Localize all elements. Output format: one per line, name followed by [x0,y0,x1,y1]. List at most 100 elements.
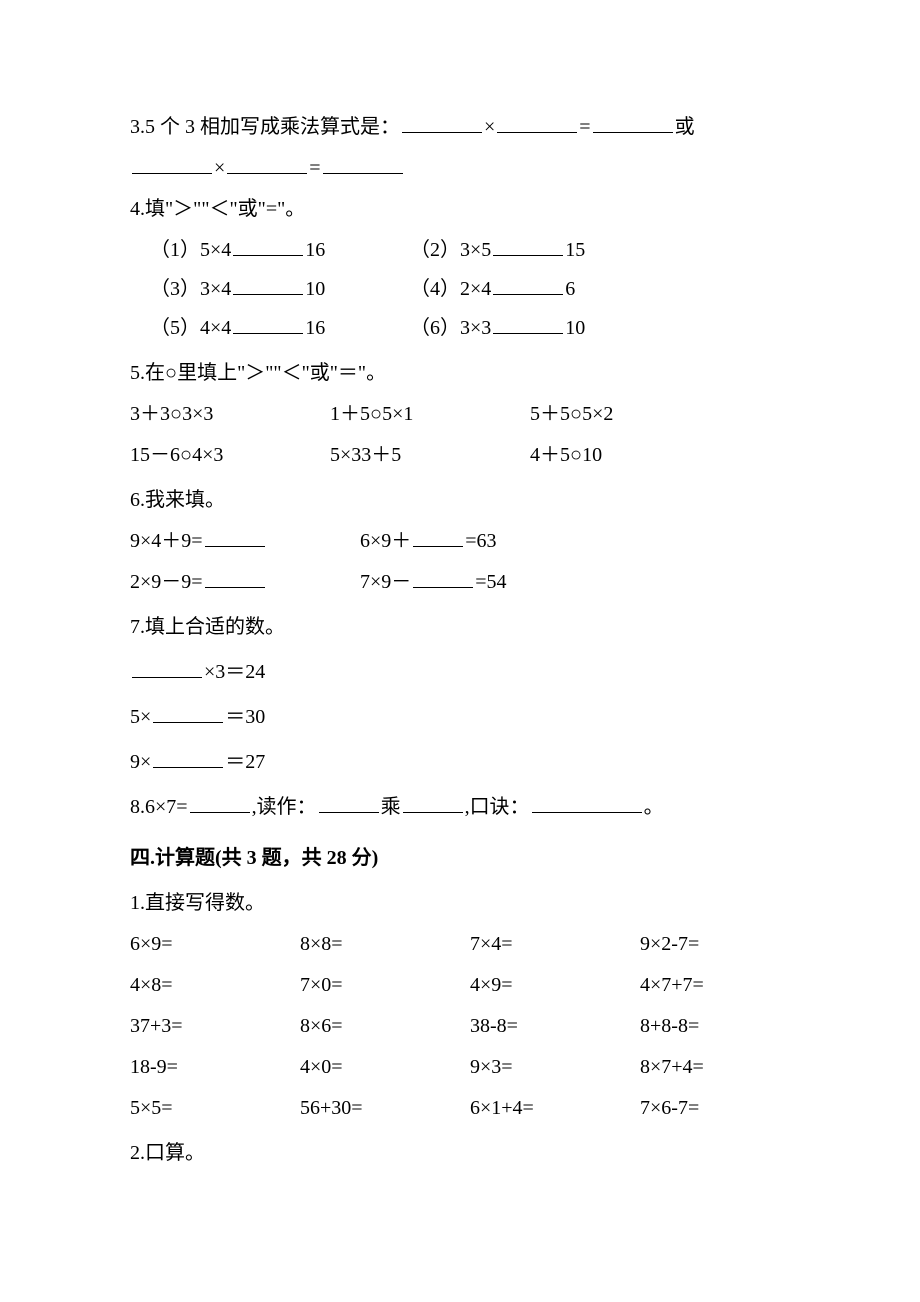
q6-tail: =54 [475,571,506,593]
calc-cell: 5×5= [130,1091,300,1126]
q4-row1: （1）5×4 16 （2）3×5 15 [130,233,790,268]
q4-title: 4.填"＞""＜"或"="。 [130,192,790,227]
calc-cell: 9×2-7= [640,927,810,962]
q4-item-cmp: 16 [305,317,325,339]
calc-cell: 6×9= [130,927,300,962]
q7-pre: 9× [130,751,151,773]
q3-line1: 3.5 个 3 相加写成乘法算式是： × = 或 [130,110,790,145]
blank [153,702,223,723]
q7-line-1: ×3＝24 [130,655,790,690]
q5-cell: 4＋5○10 [530,438,730,473]
q4-item-cmp: 10 [305,278,325,300]
q4-item-6: （6）3×3 10 [410,311,710,346]
q4-item-cmp: 10 [565,317,585,339]
calc-cell: 9×3= [470,1050,640,1085]
q5-title: 5.在○里填上"＞""＜"或"＝"。 [130,356,790,391]
q3-mid2: = [579,116,590,138]
q5-cell: 3＋3○3×3 [130,397,330,432]
s4-q1-title: 1.直接写得数。 [130,886,790,921]
q8-read-label: ,读作： [252,796,317,818]
q4-row2: （3）3×4 10 （4）2×46 [130,272,790,307]
q4-item-3: （3）3×4 10 [150,272,410,307]
blank [205,526,265,547]
blank [493,274,563,295]
q5-cell: 1＋5○5×1 [330,397,530,432]
calc-cell: 8×8= [300,927,470,962]
q6-cell-1a: 9×4＋9= [130,524,360,559]
blank [132,153,212,174]
q6-expr: 7×9－ [360,571,411,593]
calc-cell: 8×7+4= [640,1050,810,1085]
calc-cell: 4×7+7= [640,968,810,1003]
q4-item-label: （3）3×4 [150,278,231,300]
blank [132,657,202,678]
q7-mid: ＝27 [225,751,265,773]
blank [402,112,482,133]
calc-cell: 18-9= [130,1050,300,1085]
q3-mid1: × [484,116,495,138]
blank [413,567,473,588]
q5-cell: 5＋5○5×2 [530,397,730,432]
q4-item-5: （5）4×4 16 [150,311,410,346]
q6-title: 6.我来填。 [130,483,790,518]
q4-item-label: （5）4×4 [150,317,231,339]
q6-tail: =63 [465,530,496,552]
calc-cell: 4×9= [470,968,640,1003]
blank [227,153,307,174]
q7-mid: ×3＝24 [204,661,265,683]
blank [532,792,642,813]
q8-end: 。 [644,796,664,818]
calc-cell: 7×0= [300,968,470,1003]
q4-item-label: （1）5×4 [150,239,231,261]
q7-title: 7.填上合适的数。 [130,610,790,645]
calc-cell: 4×8= [130,968,300,1003]
calc-row: 5×5=56+30=6×1+4=7×6-7= [130,1091,790,1126]
blank [205,567,265,588]
calc-grid: 6×9=8×8=7×4=9×2-7=4×8=7×0=4×9=4×7+7=37+3… [130,927,790,1126]
blank [403,792,463,813]
q5-cell: 5×33＋5 [330,438,530,473]
q4-item-4: （4）2×46 [410,272,710,307]
calc-cell: 8+8-8= [640,1009,810,1044]
q8-line: 8.6×7=,读作：乘,口诀：。 [130,790,790,825]
q8-kj-label: ,口诀： [465,796,530,818]
q7-mid: ＝30 [225,706,265,728]
q3-l2m2: = [309,157,320,179]
calc-row: 37+3=8×6=38-8=8+8-8= [130,1009,790,1044]
calc-cell: 7×4= [470,927,640,962]
q3-tail: 或 [675,116,695,138]
s4-q2-title: 2.口算。 [130,1136,790,1171]
q5-row2: 15－6○4×3 5×33＋5 4＋5○10 [130,438,790,473]
q4-item-cmp: 15 [565,239,585,261]
q6-row2: 2×9－9= 7×9－ =54 [130,565,790,600]
q6-cell-2a: 2×9－9= [130,565,360,600]
calc-cell: 56+30= [300,1091,470,1126]
blank [497,112,577,133]
q6-cell-1b: 6×9＋ =63 [360,524,590,559]
q6-row1: 9×4＋9= 6×9＋ =63 [130,524,790,559]
q4-item-cmp: 16 [305,239,325,261]
section4-title: 四.计算题(共 3 题，共 28 分) [130,841,790,876]
blank [323,153,403,174]
q7-line-3: 9× ＝27 [130,745,790,780]
q4-item-label: （2）3×5 [410,239,491,261]
q4-item-label: （6）3×3 [410,317,491,339]
q6-cell-2b: 7×9－ =54 [360,565,590,600]
blank [593,112,673,133]
blank [493,235,563,256]
blank [319,792,379,813]
calc-cell: 8×6= [300,1009,470,1044]
blank [190,792,250,813]
q6-expr: 9×4＋9= [130,530,203,552]
q7-pre: 5× [130,706,151,728]
q6-expr: 6×9＋ [360,530,411,552]
q3-prefix: 3.5 个 3 相加写成乘法算式是： [130,116,400,138]
q4-item-2: （2）3×5 15 [410,233,710,268]
q4-item-1: （1）5×4 16 [150,233,410,268]
q3-l2m1: × [214,157,225,179]
q6-expr: 2×9－9= [130,571,203,593]
q4-row3: （5）4×4 16 （6）3×3 10 [130,311,790,346]
calc-cell: 38-8= [470,1009,640,1044]
q4-item-cmp: 6 [565,278,575,300]
calc-cell: 4×0= [300,1050,470,1085]
